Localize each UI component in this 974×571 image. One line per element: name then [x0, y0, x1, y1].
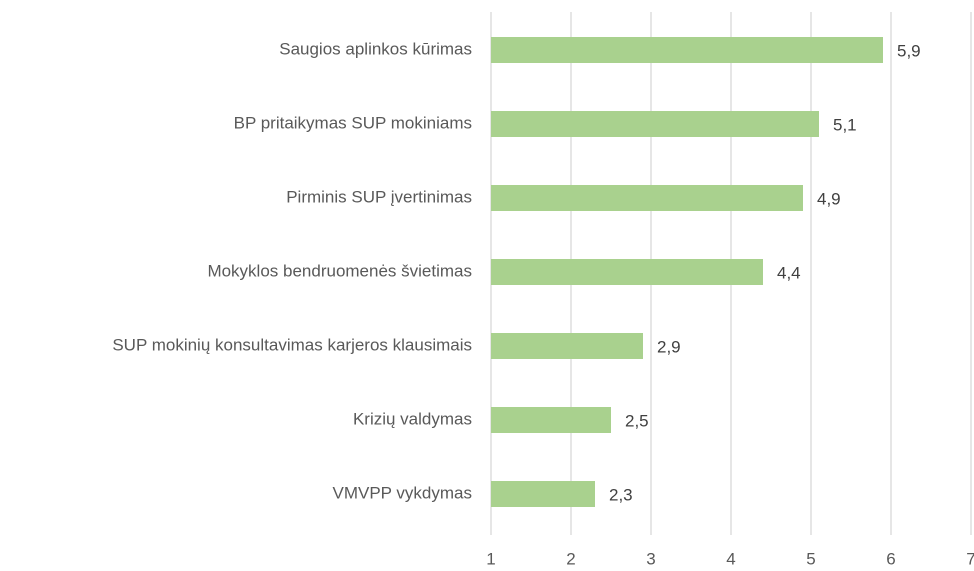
- y-tick-label: Saugios aplinkos kūrimas: [279, 39, 472, 58]
- bar: [491, 481, 595, 507]
- y-tick-label: VMVPP vykdymas: [332, 483, 472, 502]
- bar: [491, 37, 883, 63]
- y-tick-label: BP pritaikymas SUP mokiniams: [234, 113, 472, 132]
- x-tick-label: 1: [486, 549, 495, 568]
- value-label: 2,3: [609, 485, 633, 504]
- bar: [491, 111, 819, 137]
- bar: [491, 333, 643, 359]
- x-tick-label: 6: [886, 549, 895, 568]
- y-tick-label: SUP mokinių konsultavimas karjeros klaus…: [112, 335, 472, 354]
- bar: [491, 259, 763, 285]
- y-tick-label: Krizių valdymas: [353, 409, 472, 428]
- value-label: 2,9: [657, 337, 681, 356]
- x-tick-label: 2: [566, 549, 575, 568]
- value-label: 5,1: [833, 115, 857, 134]
- x-tick-label: 4: [726, 549, 735, 568]
- value-label: 4,9: [817, 189, 841, 208]
- x-tick-label: 3: [646, 549, 655, 568]
- value-label: 2,5: [625, 411, 649, 430]
- x-tick-label: 7: [966, 549, 974, 568]
- value-label: 5,9: [897, 41, 921, 60]
- bar: [491, 185, 803, 211]
- y-tick-label: Mokyklos bendruomenės švietimas: [207, 261, 472, 280]
- bar: [491, 407, 611, 433]
- y-tick-label: Pirminis SUP įvertinimas: [286, 187, 472, 206]
- value-label: 4,4: [777, 263, 801, 282]
- x-tick-label: 5: [806, 549, 815, 568]
